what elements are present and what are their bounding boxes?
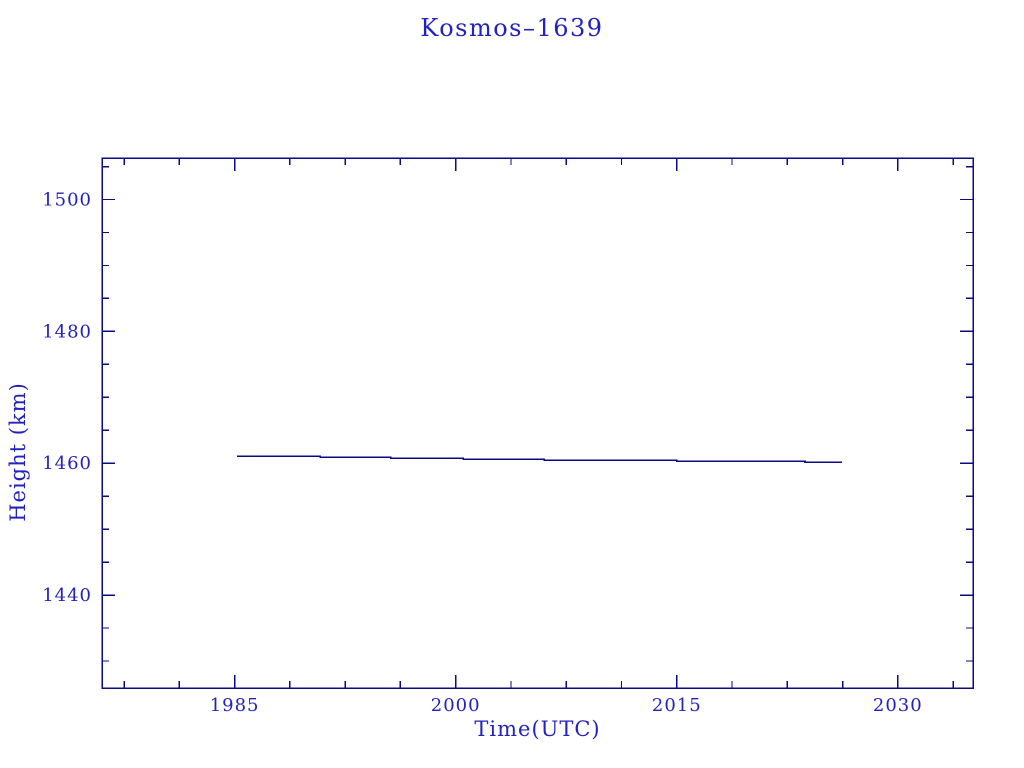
y-tick-label: 1460	[42, 453, 92, 474]
data-line	[236, 455, 842, 463]
x-tick-label: 1985	[210, 695, 260, 716]
plot-frame	[101, 157, 974, 689]
x-axis-label: Time(UTC)	[474, 717, 601, 741]
y-tick-label: 1480	[42, 321, 92, 342]
x-tick-label: 2015	[652, 695, 702, 716]
y-axis-label: Height (km)	[6, 382, 30, 522]
y-tick-label: 1440	[42, 585, 92, 606]
chart-title: Kosmos–1639	[420, 14, 604, 42]
x-tick-label: 2000	[431, 695, 481, 716]
x-tick-label: 2030	[873, 695, 923, 716]
y-tick-label: 1500	[42, 190, 92, 211]
